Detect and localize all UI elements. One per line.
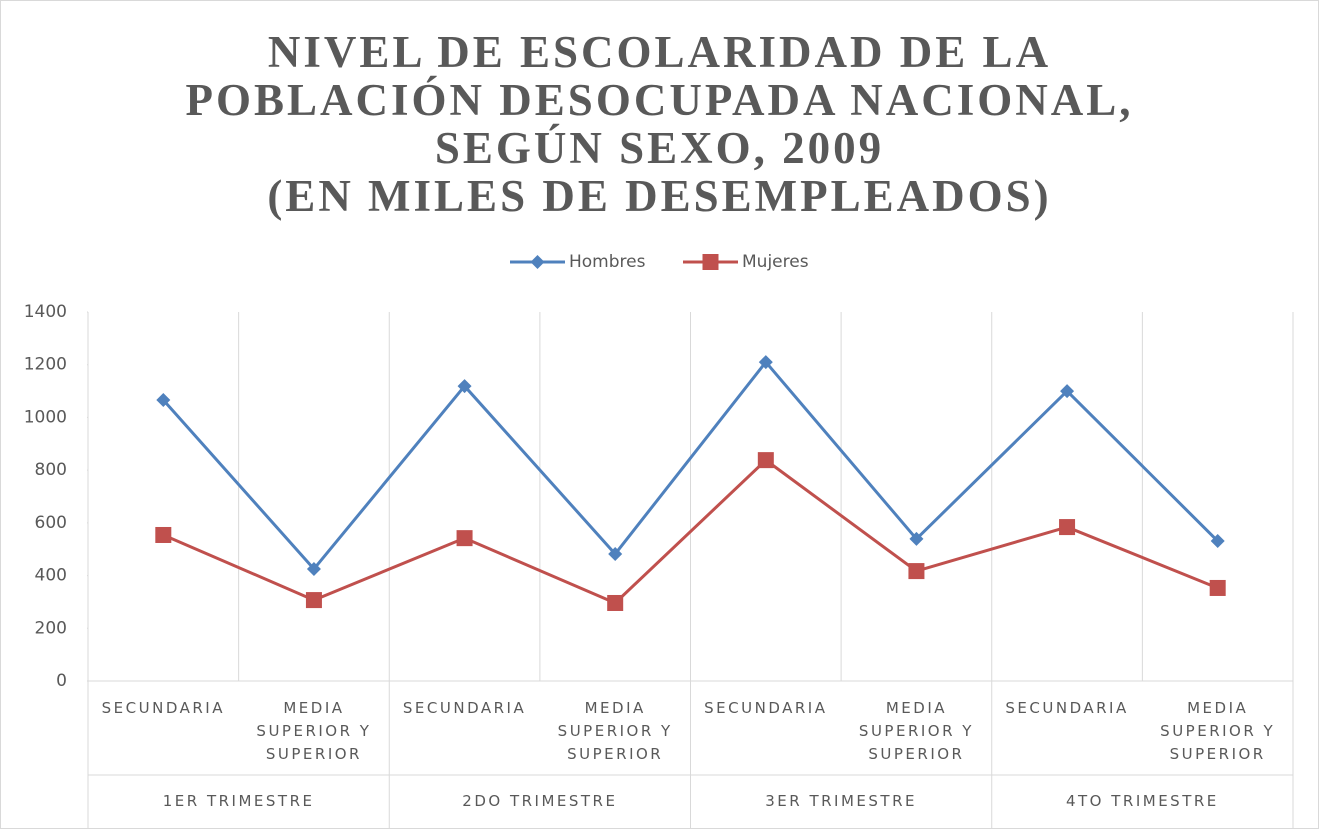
y-tick-label: 600 bbox=[35, 513, 67, 533]
x-tick-label: SECUNDARIA bbox=[704, 699, 828, 717]
x-tick-label: SECUNDARIA bbox=[101, 699, 225, 717]
data-point bbox=[155, 526, 172, 543]
x-tick-label: MEDIA SUPERIOR Y SUPERIOR bbox=[557, 699, 673, 763]
data-point bbox=[909, 531, 924, 546]
series-line bbox=[162, 360, 1219, 571]
data-point bbox=[908, 563, 925, 580]
y-tick-label: 0 bbox=[56, 671, 67, 691]
data-point bbox=[456, 530, 473, 547]
data-point bbox=[1209, 579, 1226, 596]
y-tick-label: 400 bbox=[35, 566, 67, 586]
legend-label: Hombres bbox=[569, 252, 646, 272]
group-label: 3ER TRIMESTRE bbox=[765, 792, 917, 810]
series-line bbox=[162, 458, 1219, 605]
group-label: 1ER TRIMESTRE bbox=[162, 792, 315, 810]
group-label: 4TO TRIMESTRE bbox=[1065, 792, 1219, 810]
data-point bbox=[156, 393, 171, 408]
x-tick-label: MEDIA SUPERIOR Y SUPERIOR bbox=[1160, 699, 1276, 763]
data-point bbox=[1210, 534, 1225, 549]
x-tick-label: MEDIA SUPERIOR Y SUPERIOR bbox=[256, 699, 372, 763]
data-point bbox=[1060, 384, 1075, 399]
data-point bbox=[758, 355, 773, 370]
legend-marker bbox=[530, 255, 545, 269]
legend-label: Mujeres bbox=[742, 252, 809, 272]
x-tick-label: MEDIA SUPERIOR Y SUPERIOR bbox=[858, 699, 974, 763]
data-point bbox=[757, 452, 774, 469]
x-tick-label: SECUNDARIA bbox=[1005, 699, 1129, 717]
y-tick-label: 1400 bbox=[24, 302, 67, 322]
data-point bbox=[306, 561, 321, 576]
chart-title: NIVEL DE ESCOLARIDAD DE LA POBLACIÓN DES… bbox=[185, 27, 1134, 221]
legend-marker bbox=[702, 254, 719, 270]
x-tick-label: SECUNDARIA bbox=[402, 699, 527, 717]
y-tick-label: 1000 bbox=[24, 407, 67, 427]
y-tick-label: 1200 bbox=[24, 355, 67, 375]
data-point bbox=[607, 594, 624, 611]
group-label: 2DO TRIMESTRE bbox=[462, 792, 618, 810]
y-tick-label: 800 bbox=[35, 460, 67, 480]
data-point bbox=[1059, 519, 1076, 536]
data-point bbox=[608, 546, 623, 561]
data-point bbox=[305, 592, 322, 609]
y-tick-label: 200 bbox=[35, 618, 67, 638]
data-point bbox=[457, 379, 472, 394]
